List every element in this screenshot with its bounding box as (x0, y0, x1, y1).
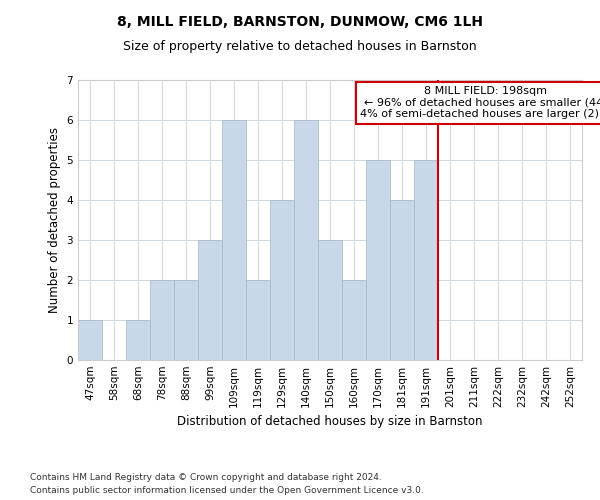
Bar (294, 120, 318, 360)
Bar (126, 320, 150, 360)
X-axis label: Distribution of detached houses by size in Barnston: Distribution of detached houses by size … (177, 416, 483, 428)
Text: Contains public sector information licensed under the Open Government Licence v3: Contains public sector information licen… (30, 486, 424, 495)
Y-axis label: Number of detached properties: Number of detached properties (48, 127, 61, 313)
Bar (78, 320, 102, 360)
Bar (246, 280, 270, 360)
Text: Size of property relative to detached houses in Barnston: Size of property relative to detached ho… (123, 40, 477, 53)
Bar (318, 240, 342, 360)
Bar (390, 200, 414, 360)
Text: 8 MILL FIELD: 198sqm
← 96% of detached houses are smaller (44)
4% of semi-detach: 8 MILL FIELD: 198sqm ← 96% of detached h… (360, 86, 600, 119)
Bar (174, 280, 198, 360)
Bar (414, 160, 438, 360)
Text: 8, MILL FIELD, BARNSTON, DUNMOW, CM6 1LH: 8, MILL FIELD, BARNSTON, DUNMOW, CM6 1LH (117, 15, 483, 29)
Bar (366, 160, 390, 360)
Bar (150, 280, 174, 360)
Bar (270, 200, 294, 360)
Text: Contains HM Land Registry data © Crown copyright and database right 2024.: Contains HM Land Registry data © Crown c… (30, 474, 382, 482)
Bar (198, 240, 222, 360)
Bar (222, 120, 246, 360)
Bar (342, 280, 366, 360)
